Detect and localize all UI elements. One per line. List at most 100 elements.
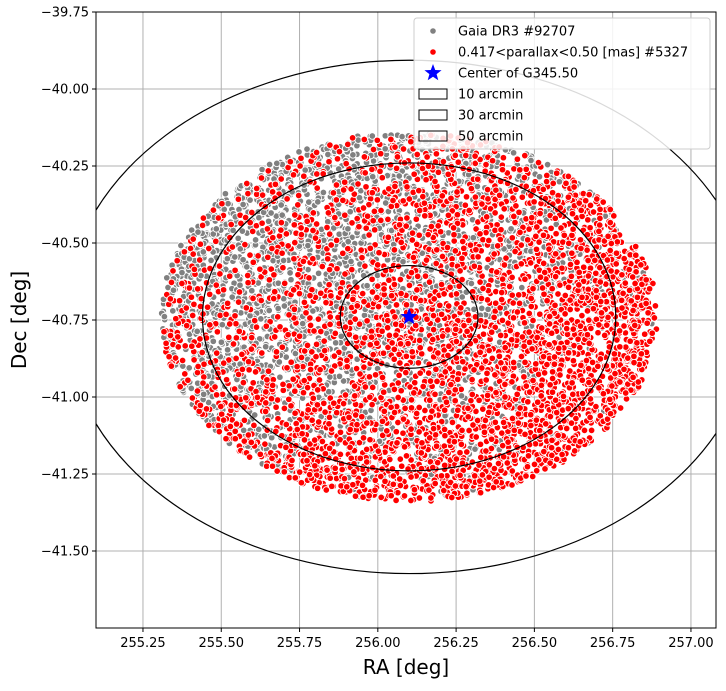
parallax-star-point xyxy=(590,209,597,216)
parallax-star-point xyxy=(314,185,321,192)
gaia-star-point xyxy=(508,226,515,233)
parallax-star-point xyxy=(284,196,291,203)
parallax-star-point xyxy=(361,136,368,143)
parallax-star-point xyxy=(362,384,369,391)
gaia-star-point xyxy=(479,305,486,312)
gaia-star-point xyxy=(304,146,311,153)
gaia-star-point xyxy=(485,306,492,313)
parallax-star-point xyxy=(528,303,535,310)
parallax-star-point xyxy=(286,383,293,390)
parallax-star-point xyxy=(432,391,439,398)
parallax-star-point xyxy=(433,260,440,267)
parallax-star-point xyxy=(537,311,544,318)
gaia-star-point xyxy=(369,173,376,180)
parallax-star-point xyxy=(163,340,170,347)
gaia-star-point xyxy=(287,270,294,277)
gaia-star-point xyxy=(249,287,256,294)
gaia-star-point xyxy=(194,328,201,335)
gaia-star-point xyxy=(275,305,282,312)
gaia-star-point xyxy=(305,242,312,249)
gaia-star-point xyxy=(296,149,303,156)
gaia-star-point xyxy=(247,197,254,204)
gaia-star-point xyxy=(288,276,295,283)
parallax-star-point xyxy=(484,186,491,193)
parallax-star-point xyxy=(352,412,359,419)
parallax-star-point xyxy=(366,232,373,239)
gaia-star-point xyxy=(281,303,288,310)
parallax-star-point xyxy=(258,175,265,182)
parallax-star-point xyxy=(253,324,260,331)
parallax-star-point xyxy=(206,291,213,298)
parallax-star-point xyxy=(451,238,458,245)
parallax-star-point xyxy=(418,351,425,358)
parallax-star-point xyxy=(464,349,471,356)
gaia-star-point xyxy=(259,166,266,173)
gaia-star-point xyxy=(299,320,306,327)
parallax-star-point xyxy=(223,376,230,383)
parallax-star-point xyxy=(478,295,485,302)
parallax-star-point xyxy=(388,136,395,143)
gaia-star-point xyxy=(265,218,272,225)
parallax-star-point xyxy=(424,154,431,161)
parallax-star-point xyxy=(607,247,614,254)
parallax-star-point xyxy=(273,404,280,411)
gaia-star-point xyxy=(224,347,231,354)
gaia-star-point xyxy=(213,226,220,233)
parallax-star-point xyxy=(264,417,271,424)
gaia-star-point xyxy=(252,237,259,244)
parallax-star-point xyxy=(371,208,378,215)
parallax-star-point xyxy=(181,249,188,256)
parallax-star-point xyxy=(583,357,590,364)
gaia-star-point xyxy=(178,242,185,249)
parallax-star-point xyxy=(247,252,254,259)
gaia-star-point xyxy=(235,235,242,242)
gaia-star-point xyxy=(345,226,352,233)
gaia-star-point xyxy=(258,316,265,323)
parallax-star-point xyxy=(217,271,224,278)
parallax-star-point xyxy=(269,189,276,196)
parallax-star-point xyxy=(449,419,456,426)
parallax-star-point xyxy=(526,310,533,317)
gaia-star-point xyxy=(262,343,269,350)
gaia-star-point xyxy=(188,385,195,392)
parallax-star-point xyxy=(522,152,529,159)
parallax-star-point xyxy=(361,364,368,371)
parallax-star-point xyxy=(382,299,389,306)
parallax-star-point xyxy=(523,166,530,173)
parallax-star-point xyxy=(403,302,410,309)
parallax-star-point xyxy=(500,154,507,161)
gaia-star-point xyxy=(225,200,232,207)
parallax-star-point xyxy=(422,273,429,280)
gaia-star-point xyxy=(544,161,551,168)
parallax-star-point xyxy=(344,363,351,370)
gaia-star-point xyxy=(210,338,217,345)
parallax-star-point xyxy=(398,387,405,394)
parallax-star-point xyxy=(535,159,542,166)
parallax-star-point xyxy=(244,180,251,187)
gaia-star-point xyxy=(277,374,284,381)
parallax-star-point xyxy=(366,374,373,381)
gaia-star-point xyxy=(310,308,317,315)
gaia-star-point xyxy=(195,229,202,236)
parallax-star-point xyxy=(236,289,243,296)
gaia-star-point xyxy=(266,307,273,314)
parallax-star-point xyxy=(313,221,320,228)
parallax-star-point xyxy=(190,251,197,258)
parallax-star-point xyxy=(332,330,339,337)
parallax-star-point xyxy=(634,294,641,301)
gaia-star-point xyxy=(229,294,236,301)
gaia-star-point xyxy=(315,270,322,277)
parallax-star-point xyxy=(191,357,198,364)
parallax-star-point xyxy=(430,326,437,333)
gaia-star-point xyxy=(266,161,273,168)
parallax-star-point xyxy=(369,276,376,283)
parallax-star-point xyxy=(298,155,305,162)
gaia-star-point xyxy=(240,201,247,208)
gaia-star-point xyxy=(470,234,477,241)
gaia-star-point xyxy=(237,282,244,289)
parallax-star-point xyxy=(337,429,344,436)
parallax-star-point xyxy=(226,334,233,341)
parallax-star-point xyxy=(472,194,479,201)
gaia-star-point xyxy=(268,210,275,217)
parallax-star-point xyxy=(344,357,351,364)
